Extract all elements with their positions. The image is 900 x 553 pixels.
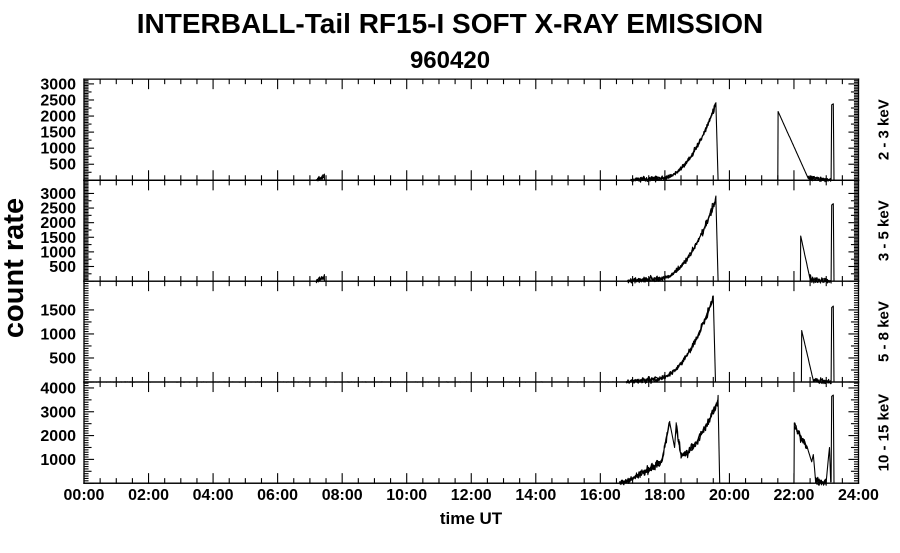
svg-text:2000: 2000 [40, 215, 76, 232]
svg-text:14:00: 14:00 [515, 487, 556, 504]
svg-text:time UT: time UT [440, 509, 503, 528]
svg-text:08:00: 08:00 [322, 487, 363, 504]
svg-text:1500: 1500 [40, 302, 76, 319]
svg-text:2000: 2000 [40, 428, 76, 445]
svg-text:06:00: 06:00 [257, 487, 298, 504]
svg-text:12:00: 12:00 [451, 487, 492, 504]
svg-text:00:00: 00:00 [64, 487, 105, 504]
svg-text:18:00: 18:00 [644, 487, 685, 504]
svg-text:1000: 1000 [40, 326, 76, 343]
svg-text:1500: 1500 [40, 125, 76, 142]
svg-text:count rate: count rate [0, 198, 30, 338]
svg-text:500: 500 [49, 350, 76, 367]
svg-text:INTERBALL-Tail RF15-I SOFT X-R: INTERBALL-Tail RF15-I SOFT X-RAY EMISSIO… [137, 8, 763, 39]
svg-text:960420: 960420 [410, 47, 490, 74]
svg-text:500: 500 [49, 157, 76, 174]
svg-text:2500: 2500 [40, 201, 76, 218]
svg-text:2000: 2000 [40, 109, 76, 126]
svg-text:500: 500 [49, 259, 76, 276]
svg-text:02:00: 02:00 [128, 487, 169, 504]
svg-text:5 - 8 keV: 5 - 8 keV [876, 301, 893, 362]
svg-text:2 - 3 keV: 2 - 3 keV [876, 99, 893, 160]
svg-text:3000: 3000 [40, 404, 76, 421]
svg-text:24:00: 24:00 [838, 487, 879, 504]
svg-text:3 - 5 keV: 3 - 5 keV [876, 200, 893, 261]
svg-text:04:00: 04:00 [193, 487, 234, 504]
svg-text:1000: 1000 [40, 244, 76, 261]
svg-text:1000: 1000 [40, 452, 76, 469]
svg-text:10 - 15 keV: 10 - 15 keV [876, 394, 893, 472]
svg-text:16:00: 16:00 [580, 487, 621, 504]
svg-text:3000: 3000 [40, 76, 76, 93]
svg-text:10:00: 10:00 [386, 487, 427, 504]
svg-text:20:00: 20:00 [709, 487, 750, 504]
svg-text:2500: 2500 [40, 92, 76, 109]
svg-text:4000: 4000 [40, 380, 76, 397]
svg-text:3000: 3000 [40, 186, 76, 203]
svg-text:22:00: 22:00 [773, 487, 814, 504]
svg-text:1500: 1500 [40, 230, 76, 247]
svg-text:1000: 1000 [40, 141, 76, 158]
